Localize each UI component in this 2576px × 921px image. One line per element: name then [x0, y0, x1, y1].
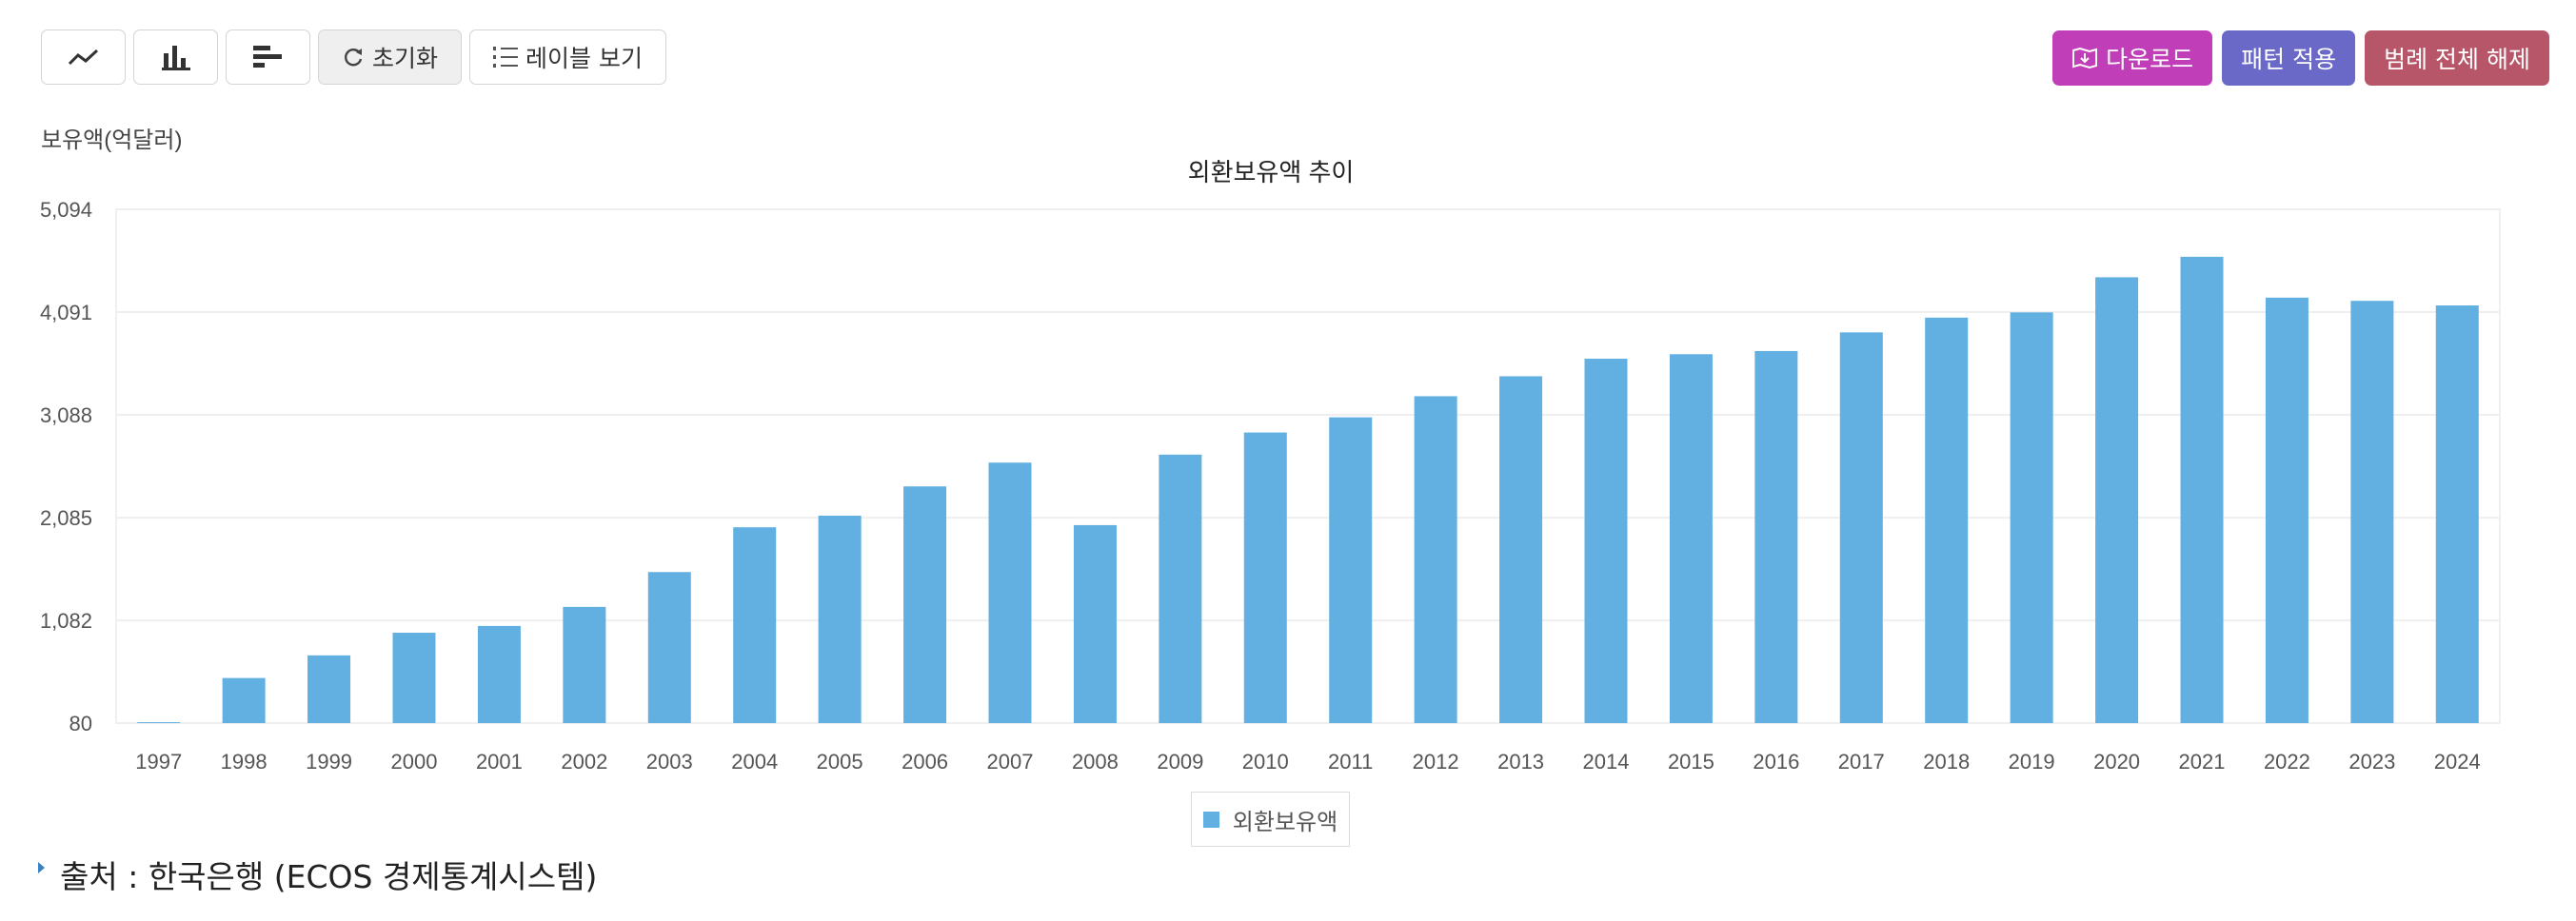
x-tick-label: 2005	[817, 750, 863, 774]
source-note: 출처 : 한국은행 (ECOS 경제통계시스템)	[38, 852, 597, 897]
x-tick-label: 2002	[561, 750, 607, 774]
plot-area	[115, 208, 2501, 724]
line-chart-icon	[68, 49, 98, 66]
bar-2011[interactable]	[1329, 417, 1373, 723]
bar-2016[interactable]	[1754, 350, 1798, 723]
bar-2023[interactable]	[2350, 301, 2394, 723]
grid-lines	[115, 208, 2501, 724]
reset-button[interactable]: 초기화	[318, 29, 463, 85]
download-label: 다운로드	[2106, 46, 2194, 73]
bar-2014[interactable]	[1584, 359, 1628, 723]
bar-2004[interactable]	[733, 527, 777, 723]
y-tick-label: 1,082	[40, 609, 92, 633]
y-tick-label: 2,085	[40, 506, 92, 530]
bar-2000[interactable]	[392, 633, 436, 723]
x-tick-label: 2019	[2009, 750, 2055, 774]
bar-2021[interactable]	[2180, 256, 2224, 723]
bar-2024[interactable]	[2435, 305, 2479, 723]
bar-2019[interactable]	[2010, 312, 2053, 723]
x-axis-ticks: 1997 1998 1999 2000 2001 2002 2003 2004 2005 2006…	[135, 750, 2481, 774]
x-tick-label: 2007	[987, 750, 1034, 774]
x-tick-label: 2014	[1583, 750, 1630, 774]
x-tick-label: 2012	[1413, 750, 1459, 774]
bar-2006[interactable]	[903, 486, 947, 723]
bar-2018[interactable]	[1925, 317, 1969, 723]
y-axis-ticks: 5,094 4,091 3,088 2,085 1,082 80	[40, 198, 92, 735]
bar-2009[interactable]	[1159, 454, 1202, 723]
chart-action-toolbar: 다운로드 패턴 적용 범례 전체 해제	[2052, 30, 2549, 86]
bar-2013[interactable]	[1499, 376, 1543, 723]
x-tick-label: 2008	[1072, 750, 1119, 774]
bar-1998[interactable]	[222, 677, 266, 723]
bar-2017[interactable]	[1839, 332, 1883, 723]
x-tick-label: 2024	[2434, 750, 2481, 774]
bar-chart-icon	[161, 46, 190, 70]
bar-chart-button[interactable]	[133, 29, 218, 85]
x-tick-label: 2018	[1923, 750, 1970, 774]
x-tick-label: 2015	[1668, 750, 1714, 774]
x-tick-label: 1997	[135, 750, 182, 774]
y-tick-label: 4,091	[40, 301, 92, 324]
reset-label: 초기화	[372, 45, 439, 72]
x-tick-label: 2011	[1328, 750, 1373, 774]
y-tick-label: 3,088	[40, 403, 92, 427]
horizontal-bar-chart-icon	[252, 46, 282, 68]
bar-chart: 보유액(억달러) 외환보유액 추이 5,094 4,091 3,088 2,085 1,…	[40, 127, 2501, 774]
x-tick-label: 1999	[306, 750, 352, 774]
legend-swatch	[1202, 811, 1219, 828]
bar-2003[interactable]	[647, 572, 691, 723]
label-view-label: 레이블 보기	[525, 45, 643, 72]
x-tick-label: 1998	[221, 750, 268, 774]
legend-item-foreign-reserves[interactable]: 외환보유액	[1191, 792, 1350, 847]
pattern-label: 패턴 적용	[2241, 46, 2337, 73]
legend-clear-label: 범례 전체 해제	[2384, 46, 2530, 73]
bullet-icon	[38, 862, 45, 873]
bar-2010[interactable]	[1243, 432, 1287, 723]
y-tick-label: 5,094	[40, 198, 92, 222]
bar-1999[interactable]	[307, 655, 351, 723]
legend-clear-button[interactable]: 범례 전체 해제	[2365, 30, 2549, 86]
x-tick-label: 2021	[2179, 750, 2226, 774]
refresh-icon	[345, 49, 363, 67]
bar-2002[interactable]	[563, 606, 606, 723]
x-tick-label: 2004	[731, 750, 778, 774]
bar-2005[interactable]	[818, 516, 862, 723]
source-text: 출처 : 한국은행 (ECOS 경제통계시스템)	[60, 858, 598, 895]
bar-2015[interactable]	[1669, 354, 1713, 723]
legend-label: 외환보유액	[1232, 808, 1338, 835]
bar-2007[interactable]	[988, 462, 1032, 723]
pattern-button[interactable]: 패턴 적용	[2222, 30, 2356, 86]
x-tick-label: 2000	[391, 750, 438, 774]
download-button[interactable]: 다운로드	[2052, 30, 2213, 86]
x-tick-label: 2006	[902, 750, 948, 774]
x-tick-label: 2017	[1838, 750, 1885, 774]
download-map-icon	[2072, 47, 2098, 69]
x-tick-label: 2010	[1242, 750, 1289, 774]
x-tick-label: 2009	[1157, 750, 1203, 774]
chart-title: 외환보유액 추이	[1188, 158, 1355, 186]
y-axis-label: 보유액(억달러)	[41, 127, 182, 153]
x-tick-label: 2022	[2264, 750, 2310, 774]
x-tick-label: 2001	[476, 750, 523, 774]
bar-2012[interactable]	[1414, 396, 1457, 723]
bar-2001[interactable]	[477, 625, 521, 723]
y-tick-label: 80	[69, 712, 92, 735]
x-tick-label: 2023	[2348, 750, 2395, 774]
x-tick-label: 2020	[2093, 750, 2140, 774]
bar-2020[interactable]	[2095, 277, 2139, 723]
label-view-button[interactable]: 레이블 보기	[469, 29, 666, 85]
line-chart-button[interactable]	[41, 29, 126, 85]
bar-series	[137, 256, 2479, 724]
x-tick-label: 2003	[646, 750, 693, 774]
horizontal-bar-chart-button[interactable]	[226, 29, 310, 85]
bar-2008[interactable]	[1073, 524, 1117, 723]
x-tick-label: 2016	[1753, 750, 1799, 774]
x-tick-label: 2013	[1497, 750, 1544, 774]
numbered-list-icon	[493, 47, 519, 68]
bar-2022[interactable]	[2265, 297, 2308, 723]
bar-1997[interactable]	[137, 722, 181, 724]
chart-type-toolbar: 초기화 레이블 보기	[41, 29, 666, 85]
